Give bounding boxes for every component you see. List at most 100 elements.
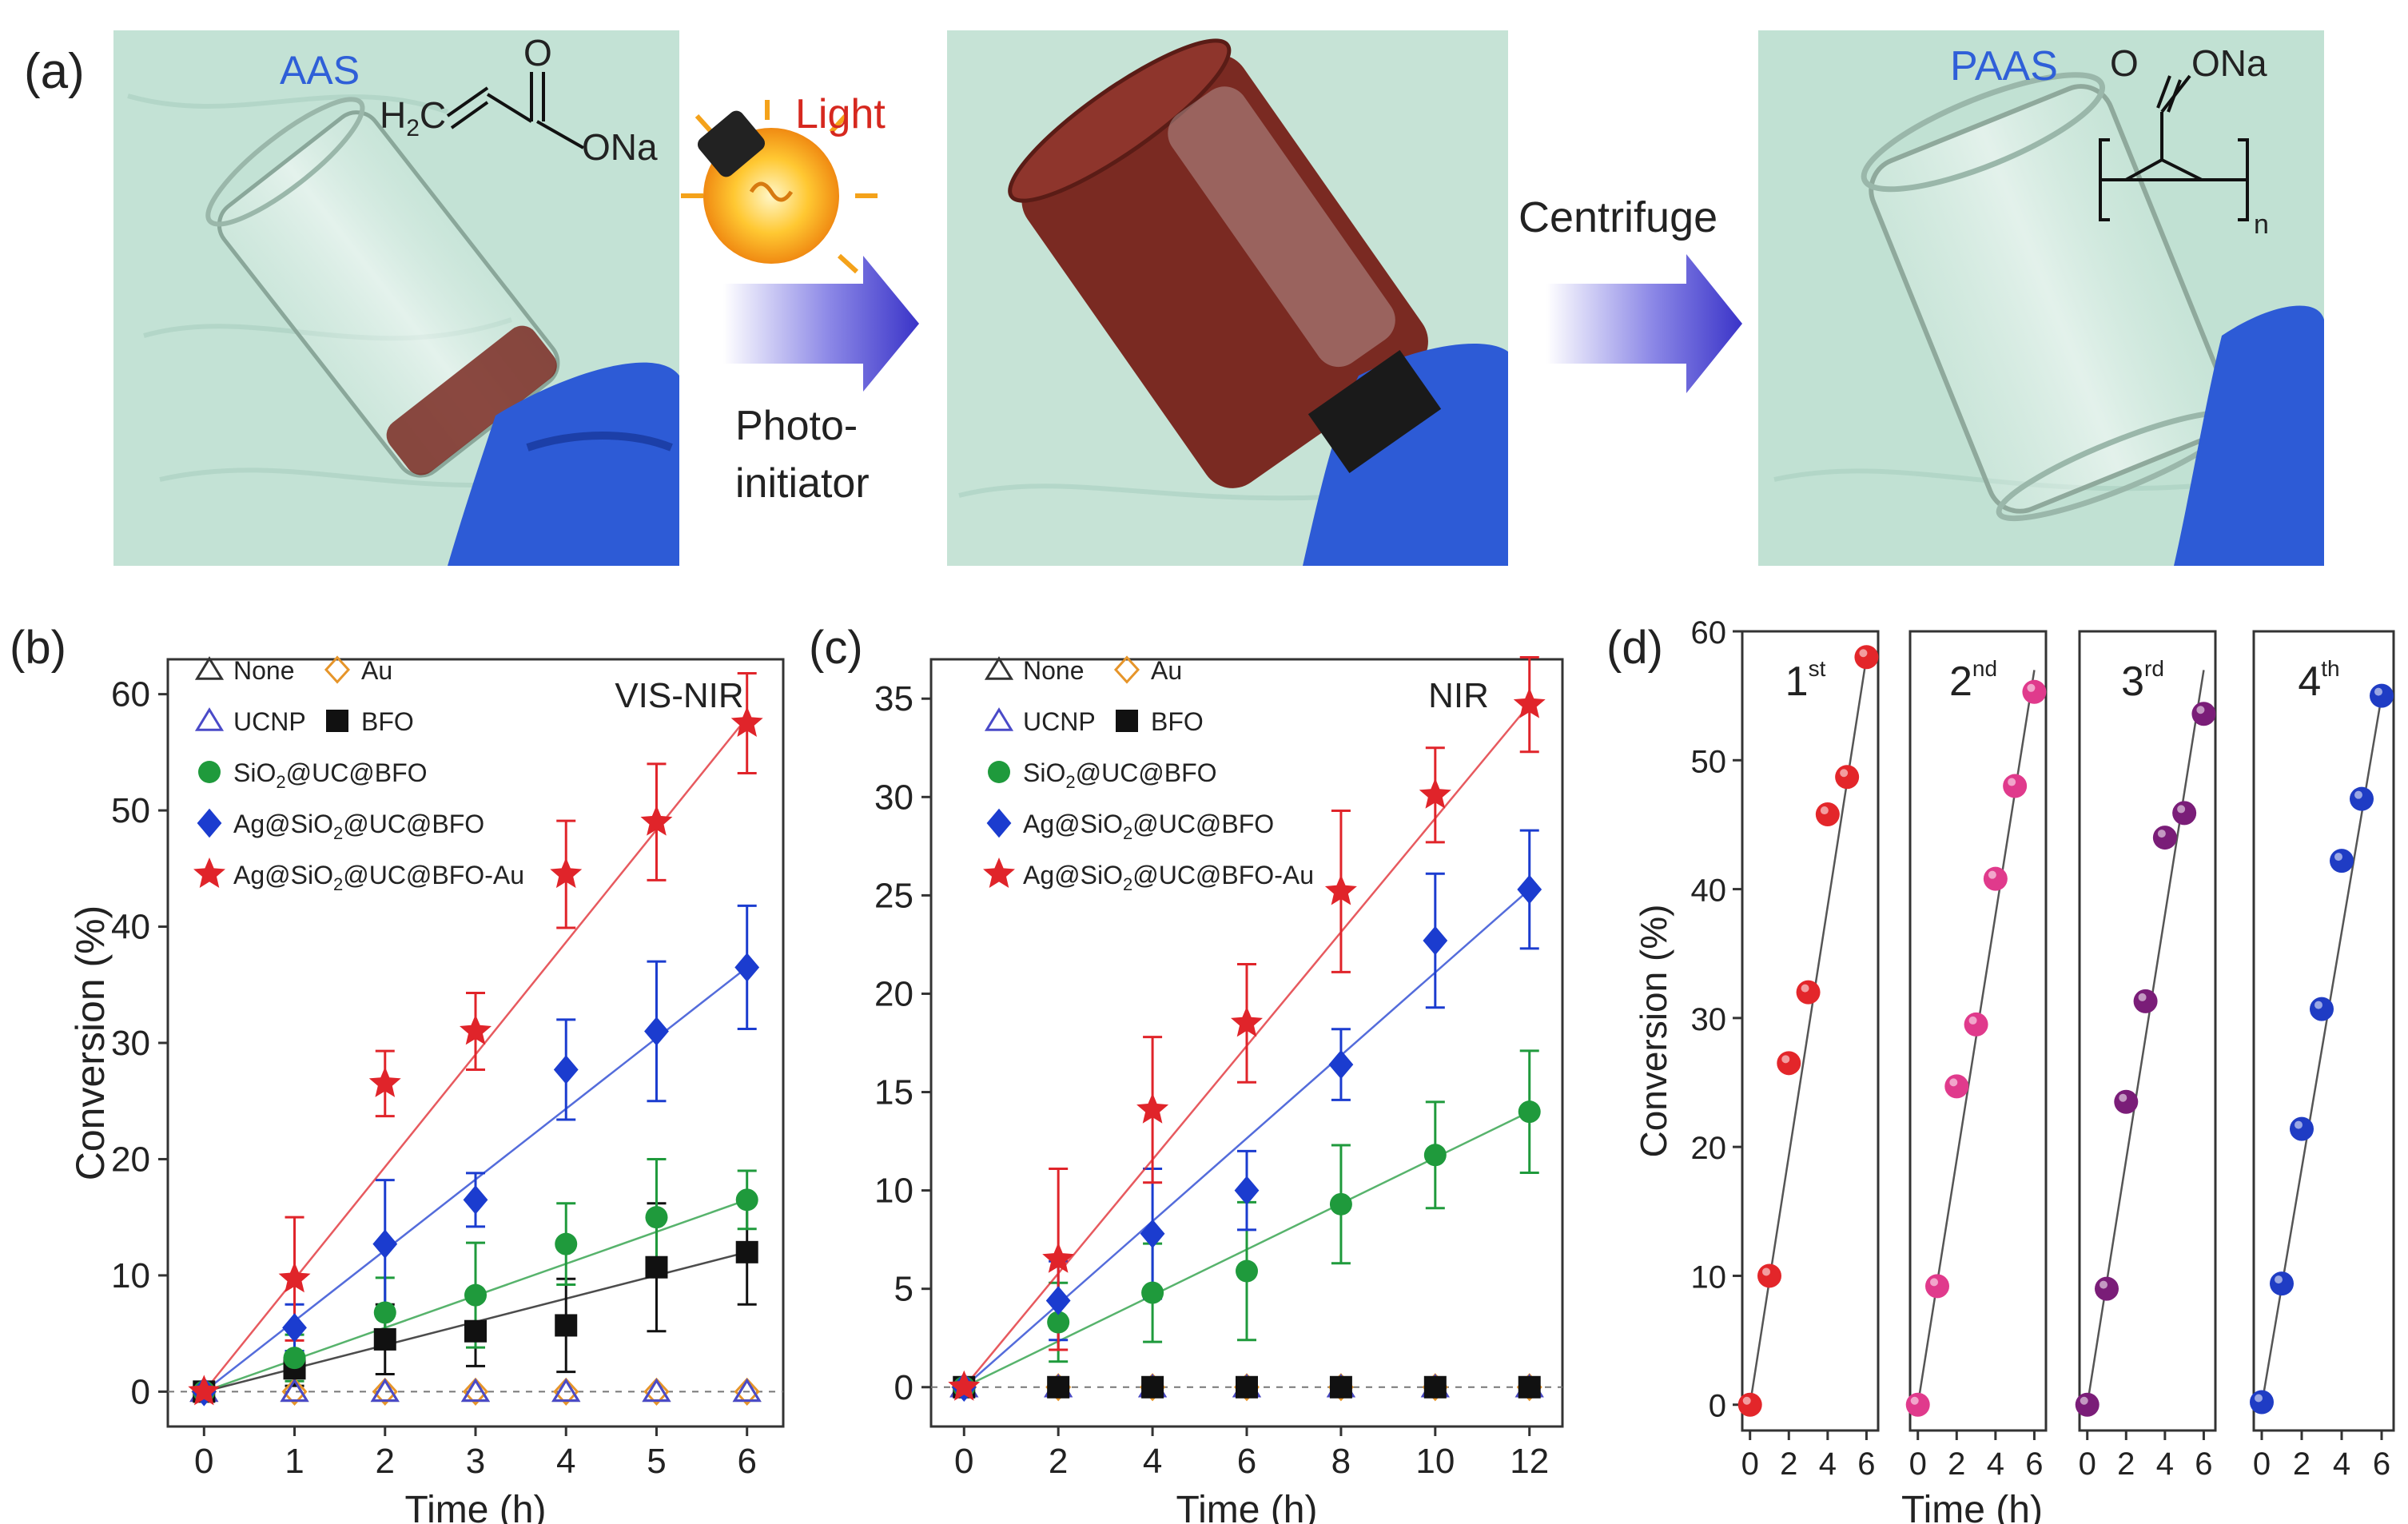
- panel-d-run-1-point-highlight: [1762, 1267, 1770, 1276]
- panel-c-ytick-label: 30: [874, 778, 913, 817]
- panel-d-subplot-frame-4: [2252, 630, 2395, 1432]
- panel-b-au-point: [281, 1377, 308, 1406]
- panel-c-xtick-label: 4: [1143, 1442, 1162, 1481]
- panel-d-ytick-label: 40: [1691, 873, 1727, 909]
- panel-c-bfo-point: [1423, 1375, 1447, 1399]
- panel-c-xtick-label: 6: [1237, 1442, 1256, 1481]
- panel-b-bfo-point: [555, 1314, 578, 1337]
- panel-b-ucnp-point: [280, 1378, 309, 1403]
- panel-d-ytick-label: 30: [1691, 1002, 1727, 1037]
- panel-c-legend-marker-none: [984, 656, 1014, 680]
- panel-b-legend-marker-sio2-uc-bfo: [198, 761, 221, 783]
- panel-b-ag-sio2-uc-bfo-point: [734, 953, 760, 982]
- panel-b-ytick-label: 20: [111, 1140, 150, 1179]
- panel-d-xtick-label: 6: [2373, 1446, 2390, 1482]
- panel-a-label: (a): [24, 44, 85, 99]
- aas-o: O: [523, 32, 552, 74]
- panel-b-sio2-uc-bfo-point: [464, 1283, 487, 1307]
- panel-b-au-point: [734, 1377, 760, 1406]
- panel-c-bfo-point: [1518, 1375, 1541, 1399]
- arrow1-label-line1: Photo-: [735, 403, 858, 449]
- panel-c-x-axis-label: Time (h): [1176, 1489, 1318, 1524]
- panel-c-xtick-label: 8: [1331, 1442, 1351, 1481]
- panel-c-panel-label: (c): [809, 622, 863, 674]
- panel-b-legend-label-bfo: BFO: [361, 707, 414, 736]
- panel-d-run-2-point: [1983, 866, 2008, 891]
- panel-d-run-1-point: [1835, 765, 1860, 790]
- panel-c-legend-label-ag-sio2-uc-bfo-au: Ag@SiO2@UC@BFO-Au: [1023, 861, 1314, 894]
- light-bulb-icon: Light: [681, 91, 886, 274]
- panel-d-ytick-label: 20: [1691, 1131, 1727, 1166]
- panel-d-run-1-point: [1757, 1263, 1781, 1288]
- panel-d-y-axis-label: Conversion (%): [1633, 905, 1674, 1158]
- panel-c-ag-sio2-uc-bfo-point: [1517, 874, 1542, 905]
- panel-d-run-4-point-highlight: [2295, 1120, 2303, 1129]
- panel-b-ytick-label: 60: [111, 675, 150, 714]
- panel-d-run-label-3: 3rd: [2121, 656, 2164, 705]
- panel-d-run-2-point: [1944, 1074, 1969, 1099]
- panel-b-xtick-label: 4: [556, 1442, 575, 1481]
- panel-c-ag-sio2-uc-bfo-au-point: [1513, 687, 1546, 718]
- panel-c-ytick-label: 15: [874, 1073, 913, 1112]
- panel-b-sio2-uc-bfo-point: [735, 1188, 758, 1212]
- panel-c-ag-sio2-uc-bfo-point: [1328, 1049, 1354, 1080]
- panel-b-xtick-label: 6: [737, 1442, 756, 1481]
- paas-o: O: [2110, 42, 2139, 84]
- panel-c-legend-marker-au: [1113, 655, 1140, 684]
- panel-c-legend-label-sio2-uc-bfo: SiO2@UC@BFO: [1023, 758, 1217, 792]
- panel-b-x-axis-label: Time (h): [405, 1489, 547, 1524]
- panel-b-ag-sio2-uc-bfo-au-point: [188, 1375, 221, 1406]
- panel-c-sio2-uc-bfo-point: [1518, 1100, 1541, 1124]
- panel-c-ytick-label: 20: [874, 974, 913, 1013]
- panel-d-run-2-point-highlight: [1910, 1396, 1919, 1405]
- panel-b-au-point: [553, 1377, 579, 1406]
- panel-b-bfo-point: [373, 1327, 396, 1351]
- panel-c-ag-sio2-uc-bfo-au-point: [1136, 1092, 1169, 1124]
- panel-d-subplot-frame-1: [1741, 630, 1880, 1432]
- panel-d-run-4-point: [2330, 849, 2354, 873]
- panel-b-xtick-label: 3: [466, 1442, 485, 1481]
- panel-d-run-2-point-highlight: [1988, 870, 1996, 879]
- panel-d-run-4-point-highlight: [2354, 790, 2362, 799]
- panel-d-run-2-point-highlight: [2008, 778, 2016, 786]
- panel-c-sio2-uc-bfo-point: [1141, 1281, 1164, 1304]
- panel-d-run-2-point: [1964, 1012, 1988, 1037]
- panel-d-run-4-point: [2350, 786, 2374, 811]
- panel-d-run-1-point-highlight: [1859, 649, 1868, 658]
- panel-d-run-1-point-highlight: [1781, 1055, 1790, 1064]
- panel-d-ytick-label: 10: [1691, 1259, 1727, 1295]
- paas-n: n: [2254, 209, 2269, 240]
- panel-c-ytick-label: 25: [874, 876, 913, 915]
- photo-aas-vial: AAS H2C O ONa: [113, 30, 679, 566]
- panel-c-ag-sio2-uc-bfo-point: [1423, 925, 1448, 956]
- panel-d-run-3-point: [2152, 826, 2177, 850]
- panel-c-ag-sio2-uc-bfo-au-point: [1042, 1242, 1075, 1273]
- paas-ona: ONa: [2191, 42, 2267, 84]
- panel-c-ytick-label: 10: [874, 1172, 913, 1211]
- panel-d-run-1-point: [1815, 802, 1840, 827]
- panel-b-ucnp-point: [370, 1378, 400, 1403]
- panel-d-xtick-label: 0: [1909, 1446, 1927, 1482]
- panel-c-sio2-uc-bfo-point: [1236, 1259, 1258, 1283]
- panel-c-legend-marker-ag-sio2-uc-bfo: [986, 808, 1012, 838]
- panel-c-ag-sio2-uc-bfo-point: [1045, 1286, 1071, 1315]
- panel-c-legend-marker-ag-sio2-uc-bfo-au: [983, 857, 1015, 888]
- panel-b-ucnp-point: [460, 1378, 491, 1403]
- panel-c-ytick-label: 5: [894, 1270, 913, 1309]
- panel-c-sio2-uc-bfo-point: [1423, 1144, 1447, 1167]
- panel-c-ag-sio2-uc-bfo-au-point: [1419, 778, 1451, 809]
- panel-d-run-4-point: [2290, 1116, 2314, 1141]
- panel-c-sio2-uc-bfo-point: [1329, 1192, 1352, 1216]
- panel-b-legend-marker-ag-sio2-uc-bfo: [197, 808, 222, 838]
- panel-d-run-1-point-highlight: [1742, 1396, 1751, 1405]
- panel-c-ag-sio2-uc-bfo-point: [1234, 1176, 1260, 1205]
- panel-b-ytick-label: 50: [111, 791, 150, 830]
- panel-d-xtick-label: 4: [2156, 1446, 2174, 1482]
- photo3-label-paas: PAAS: [1950, 43, 2058, 90]
- panel-d-xtick-label: 4: [2333, 1446, 2350, 1482]
- panel-d-xtick-label: 2: [2117, 1446, 2135, 1482]
- panel-b-ag-sio2-uc-bfo-point: [463, 1185, 488, 1215]
- panel-d-run-4-point: [2370, 683, 2394, 708]
- panel-d-xtick-label: 4: [1819, 1446, 1837, 1482]
- panel-b-sio2-uc-bfo-point: [373, 1301, 396, 1324]
